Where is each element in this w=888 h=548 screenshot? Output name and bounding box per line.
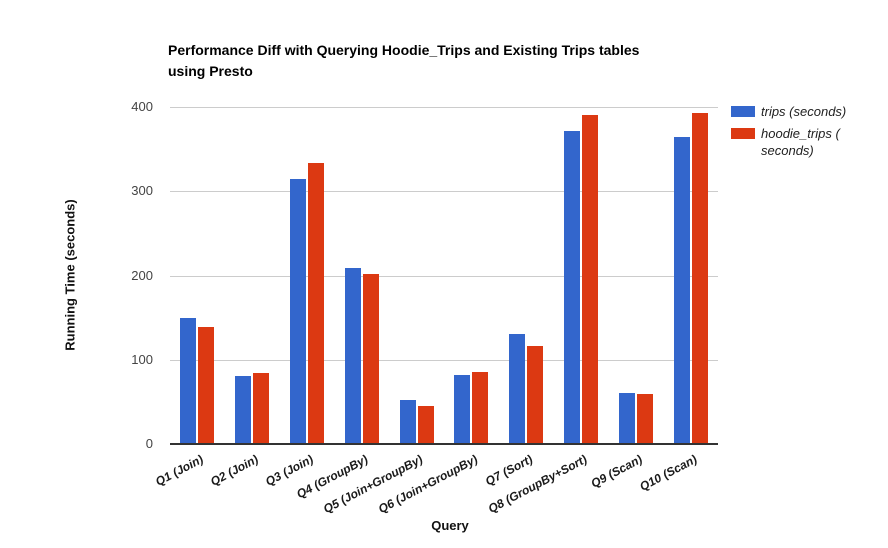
bar-trips-q3 (290, 179, 306, 444)
x-category-label-q9: Q9 (Scan) (588, 452, 645, 491)
legend-swatch-1 (731, 106, 755, 117)
legend-item-1: trips (seconds) (731, 103, 883, 120)
legend-label-2: hoodie_trips ( seconds) (761, 126, 840, 158)
legend-item-2: hoodie_trips ( seconds) (731, 125, 883, 159)
gridline-400 (170, 107, 718, 108)
plot-area (170, 107, 718, 445)
bar-trips-q4 (344, 267, 361, 444)
bar-hoodie-trips-q1 (198, 326, 215, 444)
bar-trips-q2 (235, 375, 252, 444)
x-category-label-q2: Q2 (Join) (208, 452, 261, 489)
x-axis-line (170, 443, 718, 445)
bar-trips-q10 (673, 137, 690, 444)
legend-label-1: trips (seconds) (761, 104, 847, 119)
bar-hoodie-trips-q2 (253, 373, 270, 444)
bar-hoodie-trips-q3 (308, 163, 324, 444)
y-tick-label-300: 300 (131, 183, 153, 199)
legend: trips (seconds) hoodie_trips ( seconds) (731, 103, 883, 164)
bar-hoodie-trips-q7 (527, 346, 544, 444)
x-category-label-q1: Q1 (Join) (153, 452, 206, 489)
y-tick-label-0: 0 (145, 436, 153, 451)
chart-title-line-2: using Presto (168, 63, 253, 79)
bar-trips-q6 (454, 374, 471, 444)
x-category-label-q8: Q8 (GroupBy+Sort) (486, 452, 590, 516)
bar-hoodie-trips-q5 (417, 406, 434, 444)
bar-trips-q7 (509, 333, 526, 444)
bar-trips-q8 (564, 130, 580, 444)
bar-hoodie-trips-q9 (636, 394, 653, 444)
y-tick-label-400: 400 (131, 99, 153, 114)
bar-hoodie-trips-q6 (472, 372, 489, 444)
legend-swatch-2 (731, 128, 755, 139)
x-category-label-q5: Q5 (Join+GroupBy) (321, 452, 426, 517)
bar-trips-q1 (180, 317, 197, 444)
bar-trips-q9 (618, 393, 635, 444)
y-tick-label-200: 200 (131, 267, 153, 283)
bar-hoodie-trips-q4 (362, 273, 379, 444)
bar-hoodie-trips-q8 (582, 114, 598, 444)
x-axis-title: Query (431, 518, 469, 533)
gridline-300 (170, 191, 718, 193)
gridline-100 (170, 359, 718, 361)
chart-title-line-1: Performance Diff with Querying Hoodie_Tr… (168, 42, 640, 58)
chart-title: Performance Diff with Querying Hoodie_Tr… (168, 40, 639, 82)
y-tick-label-100: 100 (131, 351, 153, 367)
y-axis-title: Running Time (seconds) (62, 199, 78, 351)
x-category-label-q6: Q6 (Join+GroupBy) (375, 452, 480, 517)
bar-hoodie-trips-q10 (691, 112, 708, 444)
bar-trips-q5 (399, 400, 416, 444)
x-category-label-q10: Q10 (Scan) (637, 452, 700, 494)
gridline-200 (170, 275, 718, 277)
